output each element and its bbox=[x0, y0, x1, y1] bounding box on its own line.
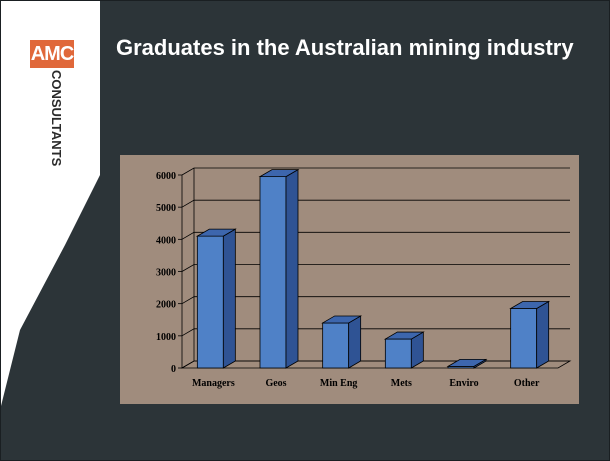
x-category-label: Enviro bbox=[449, 378, 478, 389]
y-tick-label: 2000 bbox=[156, 300, 176, 311]
bar-top bbox=[446, 358, 488, 367]
bar-top bbox=[195, 228, 237, 237]
x-category-label: Managers bbox=[192, 378, 235, 389]
x-category-label: Mets bbox=[391, 378, 412, 389]
x-category-label: Geos bbox=[265, 378, 286, 389]
gridline bbox=[181, 264, 570, 272]
bar-top bbox=[321, 315, 363, 324]
logo-consultants-text: CONSULTANTS bbox=[49, 70, 64, 167]
bar-side bbox=[536, 300, 550, 369]
bar-side bbox=[222, 228, 236, 369]
y-tick-label: 3000 bbox=[156, 268, 176, 279]
y-tick-label: 1000 bbox=[156, 332, 176, 343]
chart-panel: 0 1000 2000 3000 4000 5000 6000 Managers Geos Min… bbox=[120, 155, 579, 404]
bar-side bbox=[348, 315, 362, 369]
x-category-label: Min Eng bbox=[320, 378, 358, 389]
bar bbox=[196, 235, 224, 369]
slide-title: Graduates in the Australian mining indus… bbox=[116, 35, 574, 60]
y-tick-label: 5000 bbox=[156, 203, 176, 214]
gridline bbox=[181, 199, 570, 208]
gridline bbox=[181, 296, 570, 305]
logo-consultants: CONSULTANTS bbox=[44, 70, 66, 180]
y-tick-label: 6000 bbox=[156, 171, 176, 182]
chart-floor bbox=[180, 360, 572, 369]
bar-chart: 0 1000 2000 3000 4000 5000 6000 Managers Geos Min… bbox=[156, 167, 572, 389]
bar bbox=[384, 338, 412, 369]
bar-top bbox=[258, 169, 300, 178]
company-logo: AMC CONSULTANTS bbox=[30, 40, 74, 166]
bar-top bbox=[383, 331, 425, 340]
bar bbox=[259, 176, 287, 369]
x-category-label: Other bbox=[514, 378, 540, 389]
bar-top bbox=[509, 301, 551, 309]
logo-amc-text: AMC bbox=[30, 40, 74, 68]
y-tick-label: 4000 bbox=[156, 235, 176, 246]
y-tick-label: 0 bbox=[171, 364, 176, 375]
white-side-panel bbox=[0, 0, 100, 410]
bar bbox=[510, 308, 538, 369]
bar-side bbox=[285, 168, 299, 369]
bar bbox=[322, 322, 350, 369]
gridline bbox=[181, 231, 570, 240]
gridline bbox=[181, 167, 570, 176]
